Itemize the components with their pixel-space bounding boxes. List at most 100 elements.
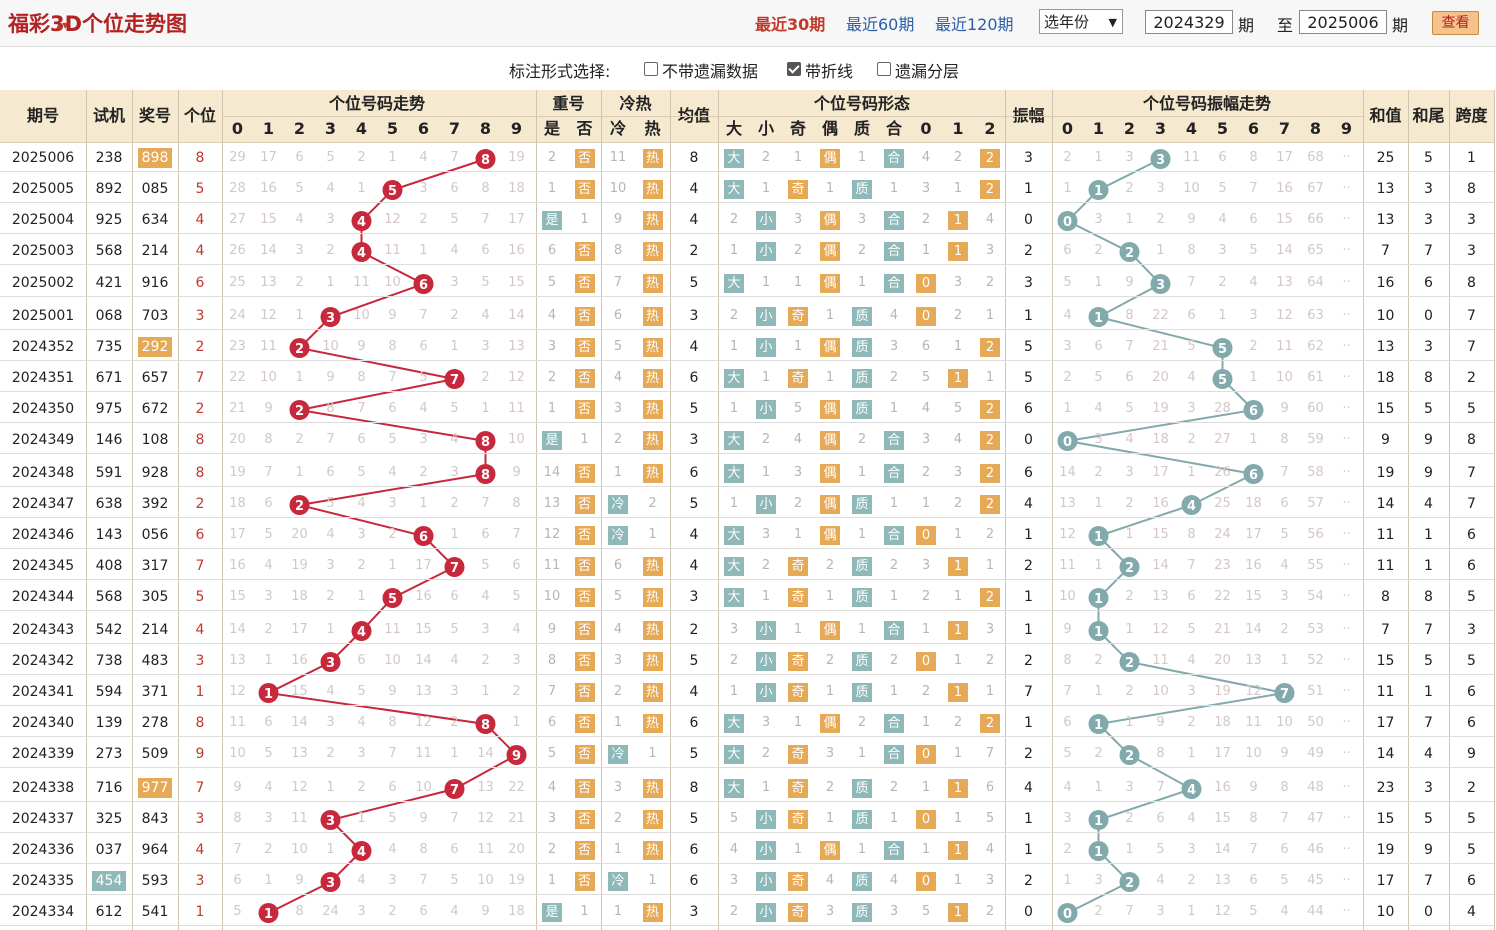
- form-big: 大: [718, 525, 750, 545]
- amp-missing: 1: [1063, 401, 1072, 416]
- amp-missing: 3: [1125, 780, 1134, 795]
- amp-missing: 5: [1187, 339, 1196, 354]
- amp-missing: ··: [1342, 496, 1351, 511]
- year-select[interactable]: 选年份 ▼: [1039, 9, 1123, 34]
- amp-missing: ··: [1342, 746, 1351, 761]
- missing-value: 6: [357, 653, 366, 668]
- form-comp: 合: [878, 840, 910, 860]
- row-divider: [0, 610, 1494, 611]
- amp-missing: 64: [1307, 275, 1324, 290]
- header-form-big: 大: [725, 119, 742, 138]
- mod-hit-tag: 0: [916, 526, 936, 545]
- range-30-link[interactable]: 最近30期: [755, 15, 826, 34]
- checkbox-layered[interactable]: [877, 62, 891, 76]
- amp-missing: 6: [1063, 243, 1072, 258]
- trial-cell: 421: [95, 275, 123, 291]
- repeat-yes-missing: 10: [543, 589, 561, 604]
- form-odd: 奇: [782, 902, 814, 922]
- mod-missing: 2: [953, 496, 963, 511]
- form-big-tag: 大: [724, 431, 744, 450]
- option-polyline[interactable]: 带折线: [787, 58, 853, 82]
- amp-missing: 4: [1280, 904, 1289, 919]
- period-cell: 2024340: [11, 715, 75, 731]
- checkbox-no-missing[interactable]: [644, 62, 658, 76]
- amp-ball: 2: [1119, 557, 1140, 577]
- amp-missing: 66: [1307, 212, 1324, 227]
- missing-value: 8: [357, 370, 366, 385]
- mod-missing: 6: [921, 339, 931, 354]
- form-even-tag: 偶: [820, 621, 840, 640]
- row-divider: [0, 391, 1494, 392]
- span-cell: 5: [1467, 589, 1476, 605]
- form-odd: 奇: [782, 809, 814, 829]
- prize-cell: 541: [141, 904, 169, 920]
- svg-text:1: 1: [1094, 814, 1103, 829]
- amp-ball: 0: [1057, 903, 1078, 923]
- range-120-link[interactable]: 最近120期: [935, 15, 1014, 34]
- svg-text:2: 2: [1125, 246, 1134, 261]
- prize-cell: 292: [132, 337, 178, 357]
- amp-missing: 63: [1307, 308, 1324, 323]
- missing-value: 2: [326, 243, 335, 258]
- mod-hit: 2: [974, 463, 1006, 483]
- repeat-no-tag: 否: [574, 621, 595, 640]
- form-prime: 质: [846, 651, 878, 671]
- mod-hit: 1: [942, 682, 974, 702]
- svg-text:3: 3: [1156, 278, 1165, 293]
- repeat-yes-missing: 4: [547, 308, 557, 323]
- repeat-yes-missing: 12: [543, 527, 561, 542]
- missing-value: 19: [508, 873, 525, 888]
- mod-missing: 1: [921, 243, 931, 258]
- cold-missing: 1: [613, 715, 623, 730]
- prize-cell: 898: [132, 148, 178, 168]
- amp-ball: 7: [1274, 683, 1295, 703]
- option-layered[interactable]: 遗漏分层: [877, 58, 959, 82]
- span-cell: 2: [1467, 780, 1476, 796]
- amp-ball: 1: [1088, 621, 1109, 641]
- missing-value: 3: [295, 243, 304, 258]
- amp-missing: 9: [1249, 780, 1258, 795]
- hot-tag: 热: [642, 810, 663, 829]
- avg-cell: 6: [689, 370, 699, 386]
- prize-cell: 593: [141, 873, 169, 889]
- option-no-missing[interactable]: 不带遗漏数据: [644, 58, 758, 82]
- svg-text:1: 1: [1094, 845, 1103, 860]
- sumtail-cell: 3: [1424, 212, 1433, 228]
- column-divider: [670, 90, 671, 930]
- header-amp-digit-3: 3: [1154, 119, 1167, 138]
- repeat-yes-missing: 11: [543, 558, 561, 573]
- amp-ball: 1: [1088, 588, 1109, 608]
- form-comp-missing: 4: [889, 308, 899, 323]
- range-60-link[interactable]: 最近60期: [846, 15, 915, 34]
- amp-missing: 14: [1059, 465, 1076, 480]
- form-small-missing: 1: [761, 181, 771, 196]
- unit-ball: 2: [289, 338, 310, 358]
- mod-hit-tag: 1: [948, 621, 968, 640]
- unit-ball: 7: [444, 369, 465, 389]
- from-period-input[interactable]: 2024329: [1145, 10, 1233, 34]
- amp-missing: 11: [1245, 715, 1262, 730]
- form-odd-missing: 1: [793, 842, 803, 857]
- to-period-input[interactable]: 2025006: [1299, 10, 1387, 34]
- amp-missing: 13: [1059, 496, 1076, 511]
- amp-cell: 3: [1024, 275, 1033, 291]
- sort-icon[interactable]: ▲▼: [56, 21, 69, 30]
- missing-value: 2: [264, 842, 273, 857]
- mod-hit: 1: [942, 241, 974, 261]
- checkbox-polyline[interactable]: [787, 62, 801, 76]
- header-period[interactable]: 期号: [26, 106, 59, 125]
- header-avg: 均值: [677, 106, 710, 125]
- sum-cell: 7: [1381, 622, 1390, 638]
- span-cell: 7: [1467, 308, 1476, 324]
- unit-ball: 2: [289, 400, 310, 420]
- sumtail-cell: 4: [1424, 746, 1433, 762]
- missing-value: 17: [508, 212, 525, 227]
- header-digit-8: 8: [479, 119, 492, 138]
- form-big-tag: 大: [724, 369, 744, 388]
- form-comp-missing: 1: [889, 589, 899, 604]
- avg-cell: 6: [689, 715, 699, 731]
- amp-missing: 2: [1063, 150, 1072, 165]
- amp-missing: 1: [1094, 496, 1103, 511]
- view-button[interactable]: 查看: [1432, 11, 1479, 35]
- form-odd-tag: 奇: [788, 652, 808, 671]
